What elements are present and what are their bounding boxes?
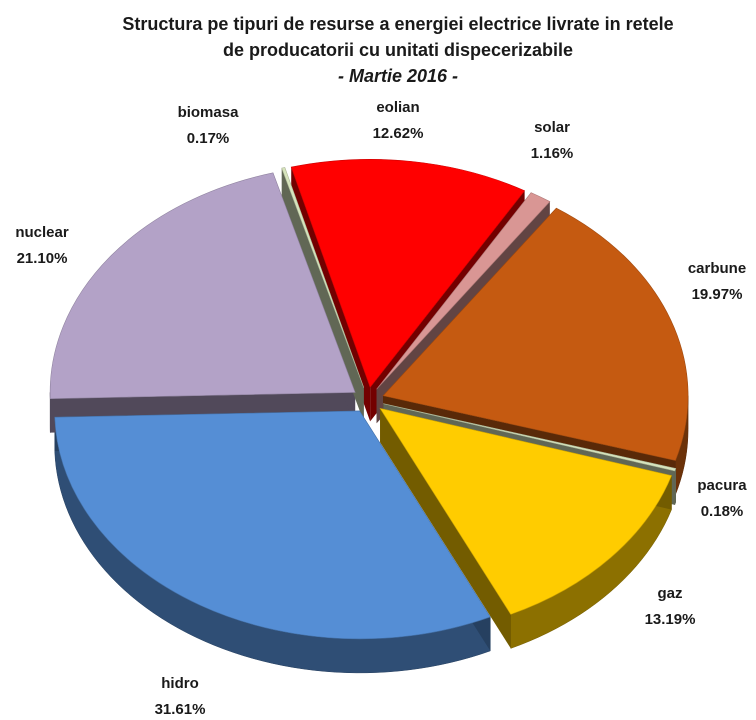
slice-label: hidro bbox=[161, 675, 199, 692]
slice-wall bbox=[380, 408, 511, 649]
slice bbox=[379, 407, 672, 615]
slice-label: solar bbox=[534, 119, 570, 136]
slice bbox=[383, 403, 677, 472]
value-label: 1.16% bbox=[531, 145, 574, 162]
value-label: 19.97% bbox=[692, 286, 743, 303]
slice bbox=[382, 207, 689, 461]
value-label: 31.61% bbox=[155, 701, 206, 718]
slice-label: biomasa bbox=[178, 104, 240, 121]
value-label: 12.62% bbox=[373, 125, 424, 142]
value-label: 13.19% bbox=[645, 611, 696, 628]
chart-subtitle: - Martie 2016 - bbox=[338, 66, 458, 86]
slice bbox=[376, 192, 551, 390]
chart-title: de producatorii cu unitati dispecerizabi… bbox=[223, 40, 573, 60]
chart-title: Structura pe tipuri de resurse a energie… bbox=[122, 14, 673, 34]
value-label: 0.18% bbox=[701, 503, 744, 520]
slice-label: nuclear bbox=[15, 224, 69, 241]
slice bbox=[281, 167, 365, 388]
value-label: 0.17% bbox=[187, 130, 230, 147]
slice-label: pacura bbox=[697, 477, 747, 494]
slice-label: carbune bbox=[688, 260, 746, 277]
value-label: 21.10% bbox=[17, 250, 68, 267]
slice-wall bbox=[284, 167, 364, 422]
slice bbox=[290, 159, 526, 388]
slice-label: eolian bbox=[376, 99, 419, 116]
slice-label: gaz bbox=[657, 585, 682, 602]
slice bbox=[54, 410, 491, 640]
slice bbox=[49, 172, 356, 399]
